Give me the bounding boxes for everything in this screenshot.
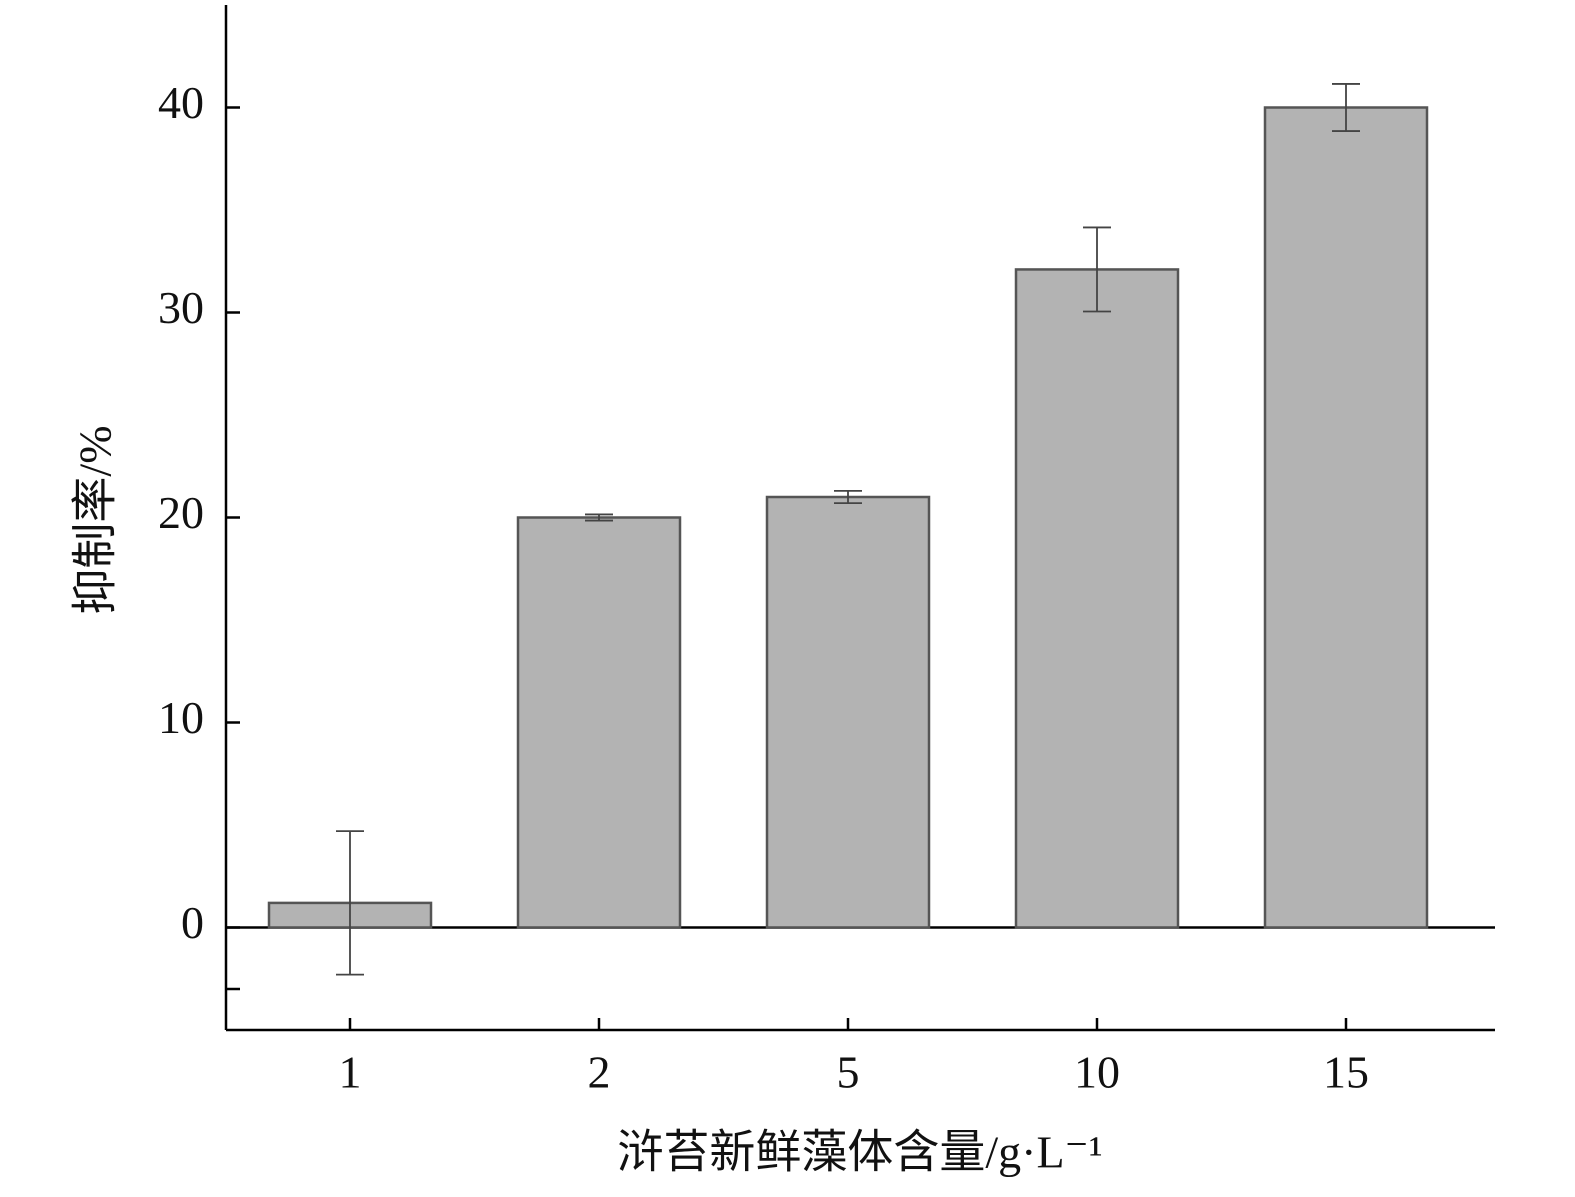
bar bbox=[1263, 106, 1429, 929]
error-bar bbox=[834, 489, 862, 505]
x-axis-label: 浒苔新鲜藻体含量/g·L⁻¹ bbox=[617, 1127, 1102, 1178]
y-tick-label: 30 bbox=[158, 282, 204, 333]
bar bbox=[516, 516, 682, 929]
error-bar bbox=[336, 830, 364, 976]
x-tick-label: 2 bbox=[588, 1047, 611, 1098]
x-tick-label: 1 bbox=[339, 1047, 362, 1098]
error-bar bbox=[585, 513, 613, 522]
x-tick-label: 5 bbox=[837, 1047, 860, 1098]
y-tick-label: 20 bbox=[158, 487, 204, 538]
x-tick-label: 15 bbox=[1323, 1047, 1369, 1098]
error-bar bbox=[1332, 83, 1360, 132]
y-tick-label: 0 bbox=[181, 897, 204, 948]
bar bbox=[1014, 268, 1180, 929]
bar bbox=[765, 495, 931, 929]
y-tick-label: 10 bbox=[158, 692, 204, 743]
y-tick-label: 40 bbox=[158, 77, 204, 128]
y-axis-label: 抑制率/% bbox=[70, 425, 121, 614]
x-tick-label: 10 bbox=[1074, 1047, 1120, 1098]
error-bar bbox=[1083, 226, 1111, 313]
